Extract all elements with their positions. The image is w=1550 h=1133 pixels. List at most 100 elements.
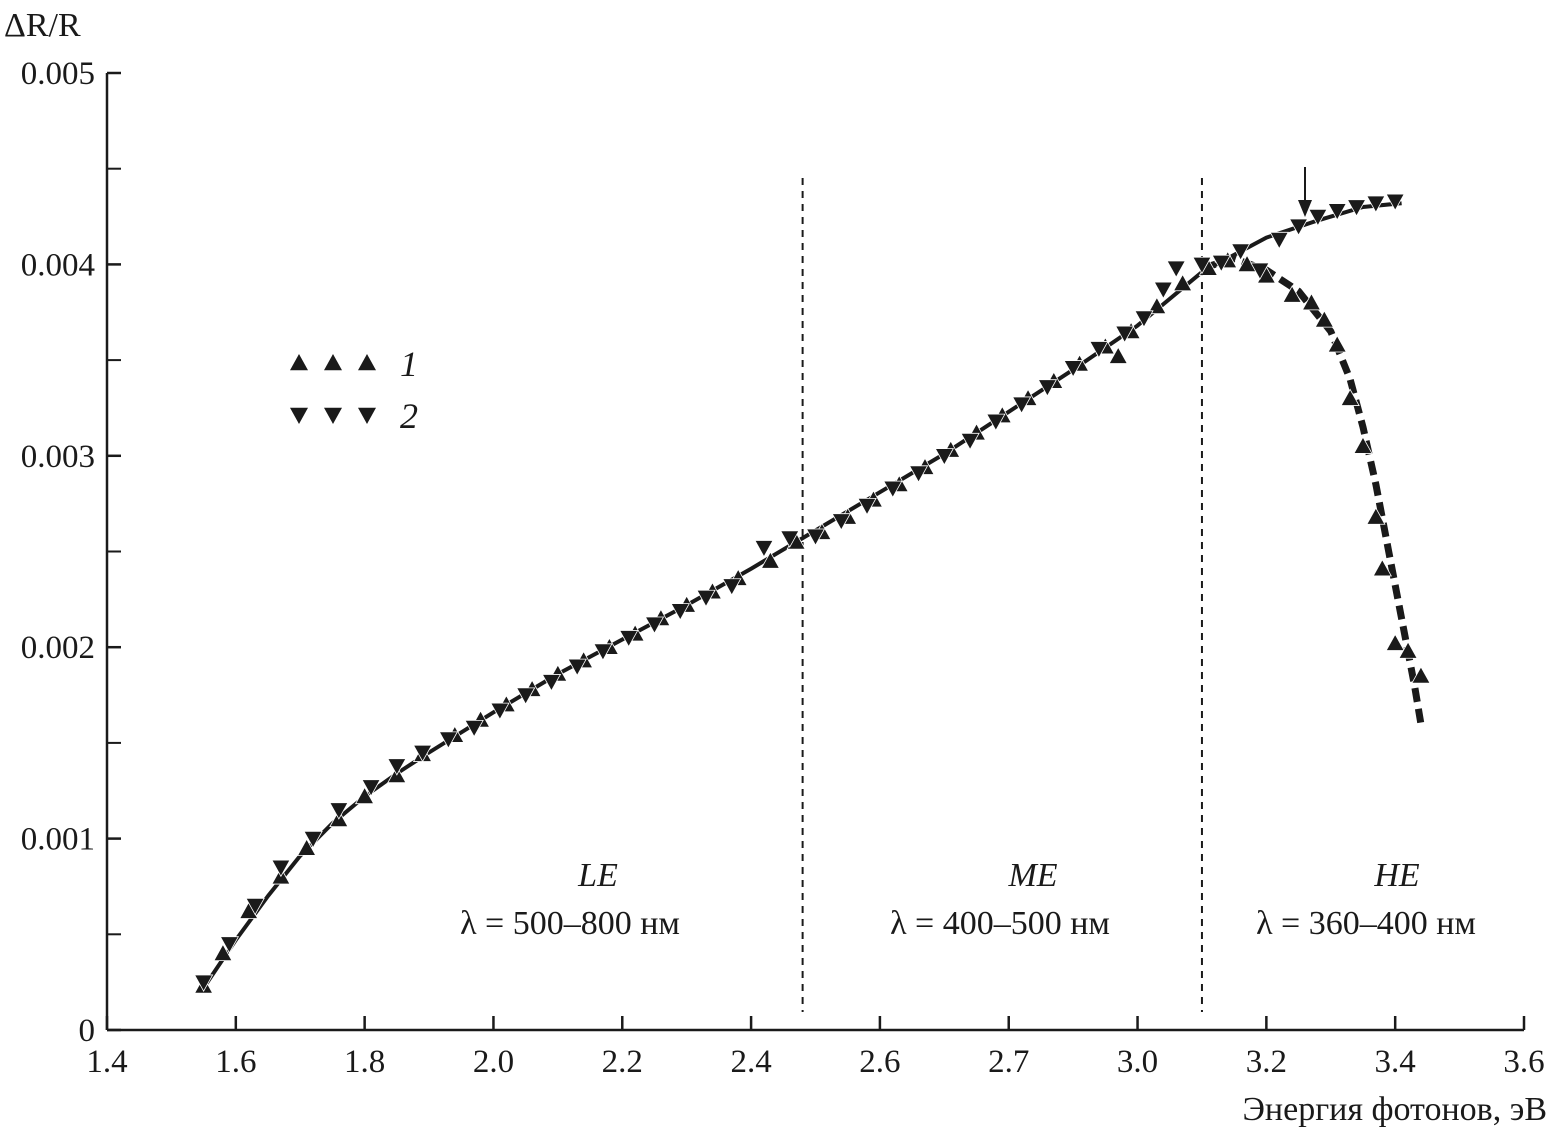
series-2-point — [1114, 325, 1135, 344]
x-tick-label: 1.8 — [344, 1044, 385, 1080]
series-2-point — [1192, 256, 1212, 275]
series-1-point — [1372, 558, 1392, 577]
series-2-point — [361, 779, 381, 797]
series-2-point — [219, 936, 240, 954]
legend-marker-up — [290, 354, 308, 371]
series-2-point — [754, 540, 774, 558]
series-1-point — [1366, 507, 1386, 525]
series-1-point — [1340, 388, 1360, 406]
legend-markers-series-1 — [290, 354, 376, 371]
region-le-name: LE — [577, 857, 618, 894]
legend-marker-down — [290, 407, 308, 424]
series-2-point — [1385, 193, 1405, 212]
series-2-point — [438, 731, 459, 749]
series-1-point — [1282, 285, 1302, 303]
series-2-point — [1011, 396, 1032, 414]
series-1-point — [1108, 346, 1128, 364]
series-2-point — [619, 630, 639, 648]
legend-marker-down — [324, 407, 342, 424]
series-2-point — [303, 831, 323, 849]
series-2-point — [1366, 195, 1386, 213]
series-2-point — [1211, 254, 1231, 273]
x-tick-label: 2.7 — [988, 1044, 1029, 1080]
series-1-point — [760, 551, 781, 569]
legend-marker-down — [358, 407, 376, 424]
x-axis-title: Энергия фотонов, эВ — [1242, 1091, 1547, 1128]
series-2-point — [464, 719, 484, 738]
y-tick-label: 0.005 — [21, 56, 95, 92]
series-1-point — [213, 943, 233, 962]
series-2-point — [883, 480, 903, 499]
legend-marker-up — [324, 354, 342, 371]
series-2-point — [1308, 208, 1328, 227]
x-tick-label: 3.0 — [1117, 1044, 1158, 1080]
series-1-point — [1147, 296, 1167, 315]
series-2-point — [193, 974, 214, 992]
series-2-point — [696, 589, 716, 608]
series-2-point — [329, 802, 349, 820]
x-tick-label: 2.4 — [730, 1044, 771, 1080]
fit-curve-dashed — [1201, 255, 1425, 725]
series-2-point — [670, 603, 690, 621]
y-tick-label: 0.003 — [21, 439, 95, 475]
series-2-point — [387, 758, 407, 776]
series-2-point — [1037, 379, 1058, 397]
legend-label-series-2: 2 — [400, 396, 418, 436]
series-2-point — [1288, 218, 1309, 236]
region-me-name: ME — [1007, 857, 1057, 894]
series-1-point — [1353, 436, 1373, 454]
series-2-point — [908, 465, 929, 483]
peak-arrow — [1298, 167, 1313, 217]
x-tick-label: 2.6 — [859, 1044, 900, 1080]
region-he-name: HE — [1373, 857, 1420, 894]
fit-curves — [201, 201, 1425, 990]
series-2-point — [1166, 260, 1186, 279]
y-tick-label: 0 — [79, 1013, 96, 1049]
x-tick-label: 3.6 — [1503, 1044, 1544, 1080]
x-tick-label: 1.4 — [86, 1044, 127, 1080]
series-2-point — [934, 448, 954, 466]
series-1-point — [1411, 666, 1431, 684]
series-1-point — [1314, 310, 1335, 328]
series-2-point — [245, 897, 265, 916]
y-tick-label: 0.001 — [21, 822, 95, 858]
series-2-point — [644, 616, 665, 635]
series-2-point — [722, 578, 742, 596]
data-markers — [193, 193, 1431, 994]
series-1-point — [1385, 633, 1405, 651]
series-2-point — [515, 687, 536, 705]
series-2-point — [271, 859, 291, 878]
series-1-point — [1327, 334, 1347, 353]
y-axis-title: ΔR/R — [4, 7, 81, 44]
region-he-range: λ = 360–400 нм — [1256, 905, 1476, 942]
y-tick-label: 0.002 — [21, 630, 95, 666]
region-me-range: λ = 400–500 нм — [890, 905, 1110, 942]
legend-marker-up — [358, 354, 376, 371]
series-2-point — [1327, 203, 1347, 221]
x-tick-label: 3.4 — [1375, 1044, 1416, 1080]
arrow-head — [1298, 200, 1313, 217]
series-2-point — [567, 658, 587, 677]
y-axis: 0 0.001 0.002 0.003 0.004 0.005 — [21, 56, 121, 1049]
series-2-point — [1250, 262, 1270, 280]
series-2-point — [1134, 310, 1154, 328]
region-le-range: λ = 500–800 нм — [460, 905, 680, 942]
series-2-point — [593, 643, 613, 661]
legend-label-series-1: 1 — [400, 344, 418, 384]
series-2-point — [490, 702, 510, 721]
series-2-point — [1230, 243, 1251, 261]
series-1-point — [296, 838, 317, 856]
series-2-point — [805, 528, 826, 547]
x-tick-label: 3.2 — [1246, 1044, 1287, 1080]
series-1-point — [1398, 641, 1418, 659]
series-1-point — [1172, 273, 1193, 292]
series-2-point — [1269, 231, 1289, 250]
series-2-point — [412, 744, 433, 763]
region-dividers — [801, 178, 1203, 1012]
x-axis: 1.4 1.6 1.8 2.0 2.2 2.4 2.6 2.7 3.0 3.2 3.4 3.6 — [86, 1016, 1545, 1080]
series-2-point — [986, 413, 1006, 432]
x-tick-label: 1.6 — [215, 1044, 256, 1080]
series-2-point — [541, 674, 562, 692]
series-2-point — [1063, 360, 1083, 378]
